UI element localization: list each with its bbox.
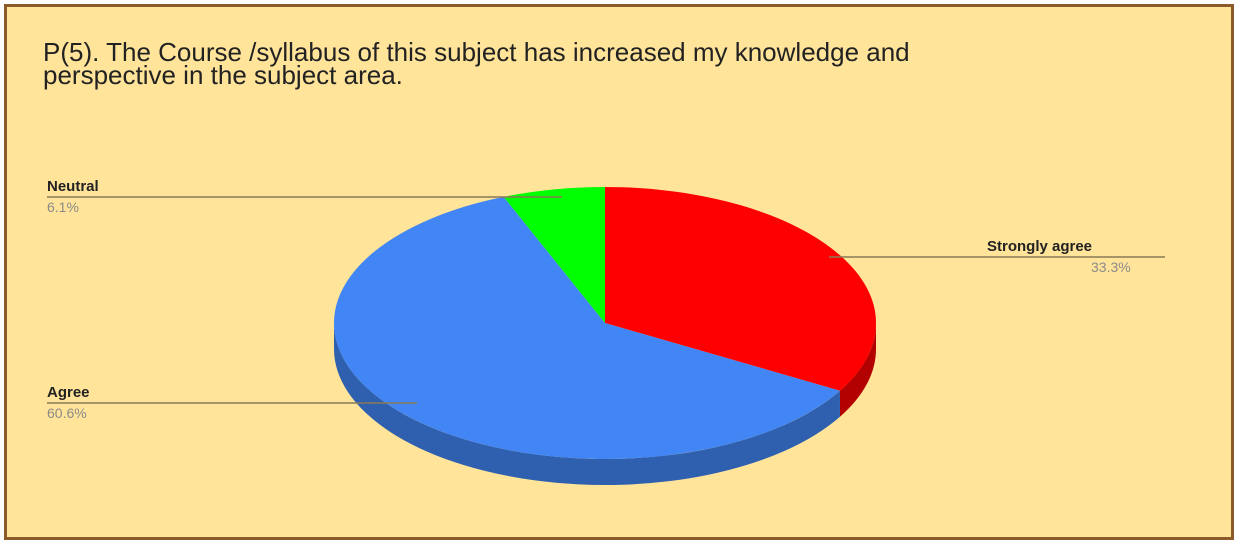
chart-title: P(5). The Course /syllabus of this subje… — [43, 37, 910, 90]
pie-slice-agree — [334, 196, 840, 459]
value-label-neutral: 6.1% — [47, 199, 79, 215]
value-label-agree: 60.6% — [47, 405, 87, 421]
label-strongly-agree: Strongly agree — [987, 238, 1093, 255]
label-agree: Agree — [47, 384, 90, 401]
pie-slice-neutral — [503, 187, 605, 323]
pie-side-strongly-agree — [839, 323, 876, 417]
pie-slice-strongly-agree — [605, 187, 877, 391]
value-label-strongly-agree: 33.3% — [1091, 259, 1131, 275]
pie-side-agree — [334, 323, 840, 485]
chart-frame: P(5). The Course /syllabus of this subje… — [4, 4, 1234, 540]
label-neutral: Neutral — [47, 178, 99, 195]
pie-chart — [47, 187, 1165, 485]
